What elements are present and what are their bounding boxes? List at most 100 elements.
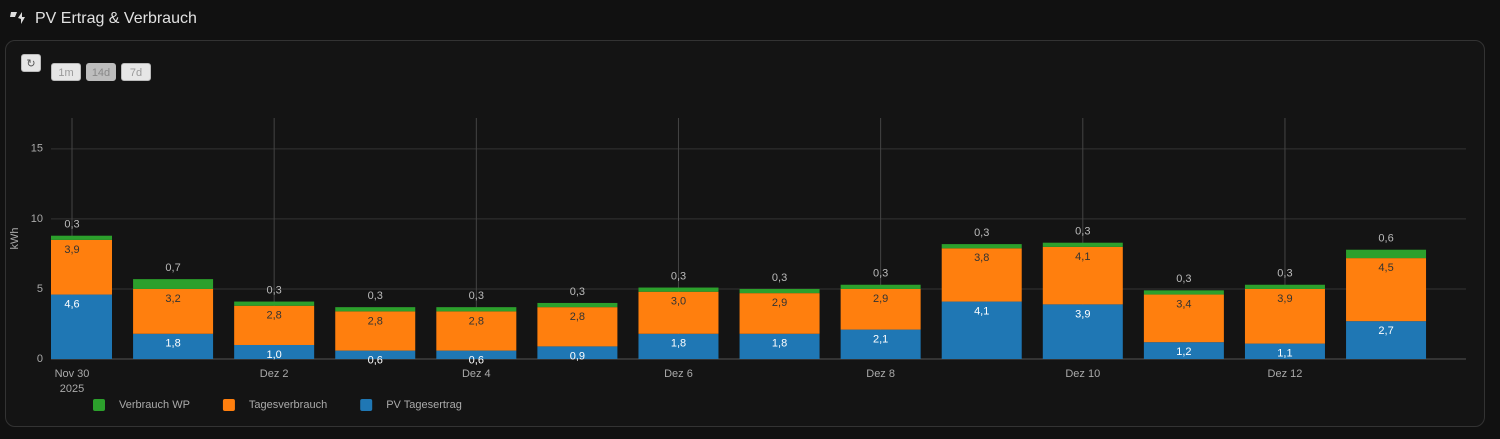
data-label: 0,6 [368,354,383,366]
bar-segment [1042,242,1123,247]
legend-swatch [93,399,105,411]
data-label: 0,3 [1277,268,1292,280]
bar-segment [234,301,315,306]
data-label: 4,6 [64,298,79,310]
data-label: 3,4 [1176,298,1191,310]
x-tick-label: Dez 10 [1065,368,1100,380]
bar-segment [1346,258,1427,322]
bar-segment [638,333,719,359]
legend-swatch [360,399,373,411]
legend-swatch [222,399,235,411]
data-label: 2,9 [873,293,888,305]
x-tick-label: Dez 6 [664,368,693,380]
y-tick-label: 0 [37,353,43,365]
bar-segment [436,311,517,351]
y-axis-label: kWh [9,228,21,250]
data-label: 0,3 [368,290,383,302]
bar-segment [1244,343,1325,359]
data-label: 0,3 [873,268,888,280]
data-label: 0,3 [64,219,79,231]
bar-segment [638,287,719,292]
data-label: 1,2 [1176,346,1191,358]
bar-segment [1143,294,1224,343]
data-label: 2,8 [368,315,383,327]
bar-segment [537,346,618,359]
data-label: 2,8 [570,311,585,323]
bar-segment [941,244,1022,249]
data-label: 1,1 [1277,347,1292,359]
bar-segment [133,279,214,289]
x-tick-label: Dez 12 [1268,368,1303,380]
bar-segment [1143,290,1224,295]
data-label: 0,3 [570,286,585,298]
data-label: 0,3 [469,290,484,302]
bar-segment [739,288,820,294]
bar-segment [739,293,820,334]
card-title: PV Ertrag & Verbrauch [35,10,197,27]
x-tick-label: Dez 8 [866,368,895,380]
bar-segment [840,329,921,359]
data-label: 0,9 [570,350,585,362]
x-tick-label: Dez 2 [260,368,289,380]
legend-label: Tagesverbrauch [249,399,327,411]
data-label: 2,7 [1378,325,1393,337]
data-label: 0,3 [267,284,282,296]
data-label: 2,9 [772,297,787,309]
bar-segment [335,350,416,359]
data-label: 0,3 [1176,273,1191,285]
data-label: 3,9 [1277,293,1292,305]
bar-segment [335,311,416,351]
bar-segment [1042,304,1123,359]
bar-segment [1143,342,1224,359]
refresh-button[interactable]: ↻ [21,54,41,72]
bar-segment [739,333,820,359]
bar-segment [436,307,517,312]
bar-segment [840,284,921,289]
data-label: 3,0 [671,296,686,308]
bar-segment [51,239,112,295]
data-label: 0,3 [1075,226,1090,238]
data-label: 2,1 [873,333,888,345]
bar-segment [436,350,517,359]
bar-segment [1346,321,1427,359]
bar-segment [51,235,112,240]
data-label: 4,1 [974,305,989,317]
data-label: 0,7 [165,262,180,274]
bar-segment [1346,249,1427,259]
data-label: 0,3 [974,227,989,239]
bar-segment [51,294,112,359]
data-label: 2,8 [267,310,282,322]
range-button[interactable]: 1m [51,63,81,81]
data-label: 1,8 [772,338,787,350]
data-label: 1,8 [165,338,180,350]
data-label: 0,6 [1378,233,1393,245]
bar-segment [941,248,1022,302]
bar-segment [1244,288,1325,344]
bar-segment [1042,246,1123,305]
bar-segment [840,288,921,330]
data-label: 4,5 [1378,262,1393,274]
data-label: 3,9 [1075,308,1090,320]
data-label: 4,1 [1075,251,1090,263]
range-button[interactable]: 7d [121,63,151,81]
y-tick-label: 5 [37,283,43,295]
data-label: 1,0 [267,349,282,361]
data-label: 2,8 [469,315,484,327]
data-label: 0,3 [671,270,686,282]
bar-segment [234,305,315,345]
icon [10,12,25,24]
bar-segment [133,288,214,334]
x-year-label: 2025 [60,383,84,395]
card [5,40,1485,427]
data-label: 3,9 [64,244,79,256]
x-tick-label: Nov 30 [55,368,90,380]
data-label: 1,8 [671,338,686,350]
legend-label: Verbrauch WP [119,399,190,411]
bar-segment [1244,284,1325,289]
data-label: 3,8 [974,252,989,264]
bar-segment [941,301,1022,359]
range-button[interactable]: 14d [86,63,116,81]
data-label: 0,6 [469,354,484,366]
